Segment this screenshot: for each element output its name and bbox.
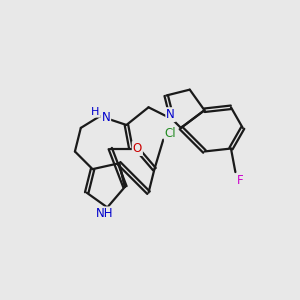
- Text: F: F: [236, 174, 243, 188]
- Text: N: N: [166, 108, 175, 121]
- Text: H: H: [91, 107, 100, 117]
- Text: Cl: Cl: [165, 127, 176, 140]
- Text: NH: NH: [96, 207, 113, 220]
- Text: N: N: [101, 111, 110, 124]
- Text: O: O: [133, 142, 142, 155]
